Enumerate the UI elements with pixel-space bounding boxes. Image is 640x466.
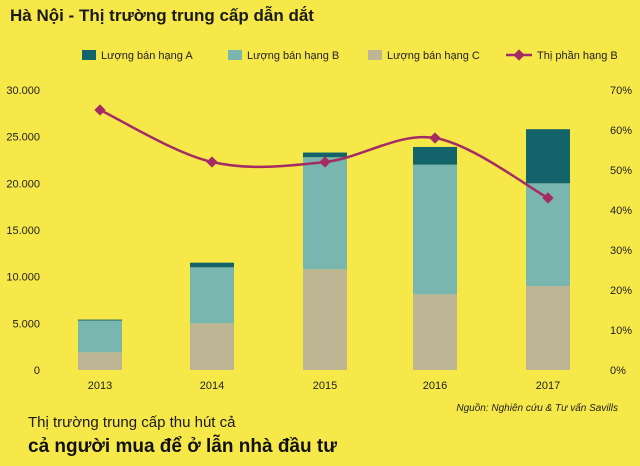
- y-axis-right: 0% 10% 20% 30% 40% 50% 60% 70%: [610, 85, 632, 377]
- y-right-tick-label: 40%: [610, 205, 632, 217]
- share-marker-2016: [429, 132, 441, 144]
- legend-label: Lượng bán hạng A: [101, 50, 193, 62]
- share-marker-2013: [94, 104, 106, 116]
- bar-segment-a-2017: [526, 129, 570, 184]
- bar-segment-c-2014: [190, 323, 234, 370]
- y-right-tick-label: 50%: [610, 165, 632, 177]
- caption-line-1: Thị trường trung cấp thu hút cả: [28, 414, 236, 431]
- bar-segment-c-2015: [303, 269, 347, 370]
- x-tick-label: 2013: [88, 380, 112, 392]
- legend-swatch: [228, 50, 242, 60]
- y-left-tick-label: 25.000: [6, 132, 40, 144]
- share-marker-2014: [206, 156, 218, 168]
- legend-label: Lượng bán hạng B: [247, 50, 339, 62]
- legend: Lượng bán hạng A Lượng bán hạng B Lượng bá…: [82, 49, 618, 62]
- share-marker-2017: [542, 192, 554, 204]
- bar-segment-b-2013: [78, 320, 122, 353]
- legend-line-marker: [513, 49, 525, 61]
- bar-segment-b-2015: [303, 157, 347, 270]
- share-marker-2015: [319, 156, 331, 168]
- y-right-tick-label: 20%: [610, 285, 632, 297]
- chart-title: Hà Nội - Thị trường trung cấp dẫn dắt: [10, 6, 314, 25]
- bar-segment-c-2017: [526, 286, 570, 370]
- bar-segment-a-2016: [413, 146, 457, 165]
- legend-swatch: [82, 50, 96, 60]
- y-right-tick-label: 10%: [610, 325, 632, 337]
- legend-label: Lượng bán hạng C: [387, 50, 480, 62]
- y-right-tick-label: 60%: [610, 125, 632, 137]
- bar-segment-c-2016: [413, 294, 457, 370]
- x-tick-label: 2014: [200, 380, 224, 392]
- y-left-tick-label: 10.000: [6, 272, 40, 284]
- x-tick-label: 2017: [536, 380, 560, 392]
- x-tick-label: 2015: [313, 380, 337, 392]
- y-left-tick-label: 15.000: [6, 225, 40, 237]
- bar-segment-b-2016: [413, 164, 457, 295]
- bar-segment-a-2015: [303, 152, 347, 158]
- x-tick-label: 2016: [423, 380, 447, 392]
- y-right-tick-label: 30%: [610, 245, 632, 257]
- y-left-tick-label: 20.000: [6, 178, 40, 190]
- y-left-tick-label: 30.000: [6, 85, 40, 97]
- legend-label: Thị phần hạng B: [537, 50, 618, 62]
- bar-segment-a-2013: [78, 319, 122, 321]
- y-axis-left: 0 5.000 10.000 15.000 20.000 25.000 30.000: [6, 85, 40, 377]
- y-left-tick-label: 0: [34, 365, 40, 377]
- source-note: Nguồn: Nghiên cứu & Tư vấn Savills: [456, 403, 618, 414]
- bar-segment-c-2013: [78, 352, 122, 370]
- bar-segment-a-2014: [190, 262, 234, 268]
- legend-swatch: [368, 50, 382, 60]
- y-right-tick-label: 0%: [610, 365, 626, 377]
- bars: [78, 129, 570, 370]
- bar-segment-b-2014: [190, 267, 234, 324]
- x-axis-labels: 2013 2014 2015 2016 2017: [88, 380, 560, 392]
- y-right-tick-label: 70%: [610, 85, 632, 97]
- y-left-tick-label: 5.000: [12, 318, 40, 330]
- caption-line-2: cả người mua để ở lẫn nhà đầu tư: [28, 436, 337, 457]
